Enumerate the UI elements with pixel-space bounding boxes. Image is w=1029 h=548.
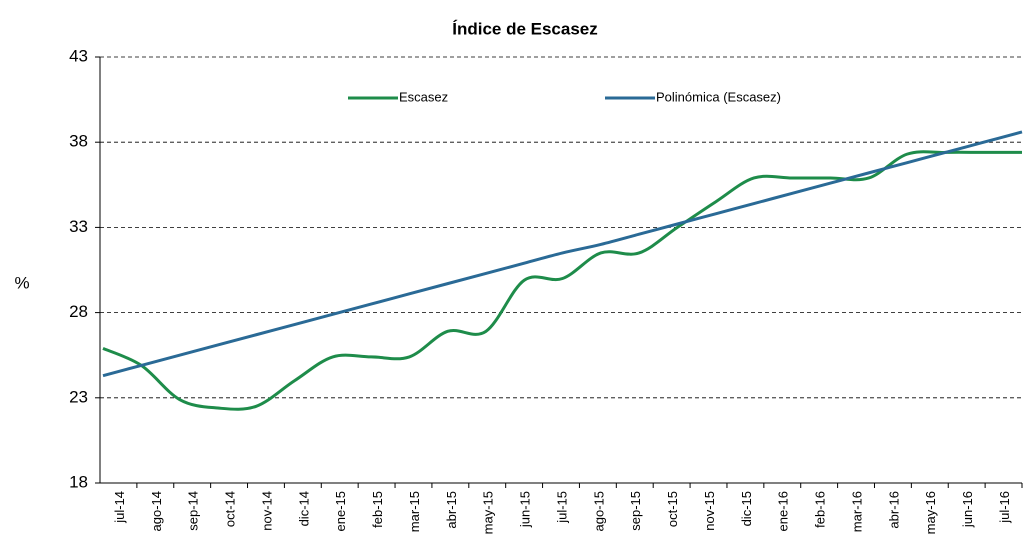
x-tick-label: jul-14 [112,491,127,524]
x-tick-label: ago-14 [149,491,164,531]
x-tick-label: nov-15 [702,491,717,531]
x-tick-label: feb-15 [370,491,385,528]
legend-label: Escasez [399,89,448,104]
x-tick-label: may-15 [481,491,496,534]
y-tick-label: 23 [69,387,88,406]
x-tick-label: ago-15 [591,491,606,531]
x-tick-label: oct-14 [223,491,238,527]
x-tick-label: mar-16 [849,491,864,532]
x-tick-label: nov-14 [259,491,274,531]
legend-label: Polinómica (Escasez) [656,89,781,104]
x-tick-label: feb-16 [813,491,828,528]
series-line [102,150,1022,411]
y-tick-label: 33 [69,217,88,236]
x-tick-label: jun-15 [518,491,533,528]
y-axis-label: % [14,273,29,292]
y-tick-label: 38 [69,132,88,151]
x-tick-label: jun-16 [960,491,975,528]
x-tick-label: may-16 [923,491,938,534]
x-tick-label: dic-14 [296,491,311,526]
x-tick-label: jul-15 [554,491,569,524]
chart-title: Índice de Escasez [452,19,598,38]
x-tick-label: mar-15 [407,491,422,532]
y-tick-label: 43 [69,46,88,65]
x-tick-label: jul-16 [997,491,1012,524]
x-tick-label: sep-14 [186,491,201,531]
x-tick-label: abr-15 [444,491,459,529]
x-tick-label: ene-15 [333,491,348,531]
x-tick-label: ene-16 [776,491,791,531]
series-line [102,130,1023,378]
x-tick-label: dic-15 [739,491,754,526]
y-tick-label: 28 [69,302,88,321]
x-tick-label: abr-16 [886,491,901,529]
x-tick-label: oct-15 [665,491,680,527]
x-tick-label: sep-15 [628,491,643,531]
y-tick-label: 18 [69,472,88,491]
